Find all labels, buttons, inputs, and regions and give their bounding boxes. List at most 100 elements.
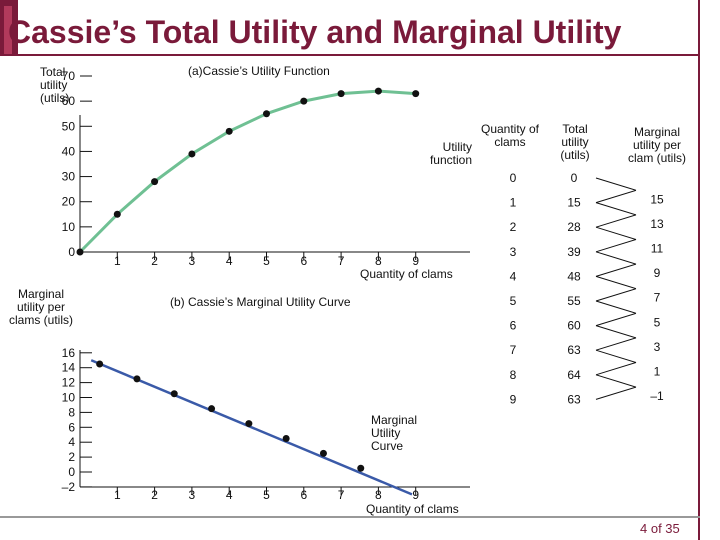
marginal-utility-curve-annotation: Marginal Utility Curve	[371, 413, 418, 453]
chart-b-y-tick-label: 8	[68, 405, 75, 419]
table-marginal-utility-cell: 11	[651, 242, 664, 256]
marginal-utility-line	[90, 359, 413, 496]
right-border	[698, 0, 700, 540]
table-total-utility-cell: 39	[567, 245, 581, 259]
utility-point	[374, 87, 382, 95]
chart-a-x-tick-label: 7	[338, 254, 345, 268]
table-quantity-cell: 1	[510, 196, 517, 210]
table-connector-line	[595, 349, 637, 363]
table-marginal-utility-cell: 3	[654, 340, 661, 354]
table-quantity-cell: 8	[510, 368, 517, 382]
marginal-utility-curve-title: (b) Cassie’s Marginal Utility Curve	[170, 295, 351, 309]
chart-a-y-tick-label: 20	[62, 195, 76, 209]
table-marginal-utility-cell: –1	[650, 389, 664, 403]
table-header-marginal-utility: Marginal utility per clam (utils)	[627, 125, 686, 165]
table-marginal-utility-cell: 13	[650, 217, 664, 231]
table-total-utility-cell: 15	[567, 196, 581, 210]
chart-a-y-tick-label: 60	[62, 94, 76, 108]
table-connector-line	[595, 325, 637, 339]
marginal-utility-point	[170, 390, 178, 398]
table-marginal-utility-cell: 5	[654, 315, 661, 329]
chart-a-y-tick-label: 10	[62, 220, 76, 234]
table-quantity-cell: 9	[510, 392, 517, 406]
utility-point	[113, 210, 121, 218]
chart-b-y-tick-label: 14	[62, 361, 76, 375]
chart-b-y-tick-label: 2	[68, 450, 75, 464]
chart-a-y-tick-label: 50	[62, 119, 76, 133]
total-utility-axis-label: Total utility (utils)	[40, 65, 70, 105]
table-connector-line	[595, 288, 637, 302]
chart-b-x-tick-label: 5	[263, 488, 270, 502]
chart-b-y-tick-label: 10	[62, 391, 76, 405]
chart-b-y-tick-label: –2	[62, 480, 76, 494]
utility-point	[337, 90, 345, 98]
chart-a-x-tick-label: 1	[114, 254, 121, 268]
table-connector-line	[595, 202, 637, 216]
chart-a-y-tick-label: 0	[68, 245, 75, 259]
title-divider	[0, 54, 700, 56]
table-connector-line	[595, 251, 637, 265]
table-header-total-utility: Total utility (utils)	[560, 122, 590, 162]
table-total-utility-cell: 28	[567, 220, 581, 234]
table-connector-line	[595, 239, 637, 253]
utility-point	[300, 97, 308, 105]
table-connector-line	[595, 263, 637, 277]
marginal-utility-point	[96, 360, 104, 368]
table-connector-line	[595, 374, 637, 388]
chart-b-x-tick-label: 2	[151, 488, 158, 502]
utility-point	[76, 248, 84, 256]
chart-b-x-tick-label: 3	[189, 488, 196, 502]
chart-a-x-axis-label: Quantity of clams	[360, 267, 453, 281]
chart-b-x-tick-label: 9	[412, 488, 419, 502]
utility-point	[225, 127, 233, 135]
page-number: 4 of 35	[640, 521, 680, 536]
chart-b-y-tick-label: 6	[68, 420, 75, 434]
chart-a-y-tick-label: 40	[62, 144, 76, 158]
table-total-utility-cell: 55	[567, 294, 581, 308]
chart-b-x-tick-label: 4	[226, 488, 233, 502]
table-connector-line	[595, 312, 637, 327]
chart-b-x-tick-label: 8	[375, 488, 382, 502]
utility-point	[188, 150, 196, 158]
marginal-utility-point	[133, 375, 141, 383]
table-connector-line	[595, 386, 637, 400]
chart-b-y-tick-label: 12	[62, 376, 76, 390]
utility-function-title: (a)Cassie’s Utility Function	[188, 64, 330, 78]
marginal-utility-point	[319, 449, 327, 457]
marginal-utility-point	[282, 434, 290, 442]
table-marginal-utility-cell: 9	[654, 266, 661, 280]
table-quantity-cell: 0	[510, 171, 517, 185]
table-quantity-cell: 3	[510, 245, 517, 259]
chart-a-x-tick-label: 4	[226, 254, 233, 268]
chart-b-x-tick-label: 7	[338, 488, 345, 502]
table-quantity-cell: 6	[510, 319, 517, 333]
bottom-divider	[0, 516, 700, 518]
table-total-utility-cell: 63	[567, 343, 581, 357]
chart-b-y-tick-label: 4	[68, 435, 75, 449]
table-total-utility-cell: 48	[567, 269, 581, 283]
table-quantity-cell: 5	[510, 294, 517, 308]
table-marginal-utility-cell: 7	[654, 291, 661, 305]
chart-a-x-tick-label: 2	[151, 254, 158, 268]
chart-a-x-tick-label: 5	[263, 254, 270, 268]
utility-point	[412, 90, 420, 98]
utility-function-annotation: Utility function	[429, 140, 472, 167]
table-connector-line	[595, 362, 637, 376]
marginal-utility-axis-label: Marginal utility per clams (utils)	[8, 287, 73, 327]
table-total-utility-cell: 0	[571, 171, 578, 185]
table-connector-line	[595, 226, 637, 240]
chart-b-x-tick-label: 6	[300, 488, 307, 502]
table-total-utility-cell: 63	[567, 392, 581, 406]
table-marginal-utility-cell: 1	[654, 365, 661, 379]
utility-function-line	[78, 89, 416, 254]
table-connector-line	[595, 275, 637, 290]
chart-b-x-tick-label: 1	[114, 488, 121, 502]
chart-a-x-tick-label: 6	[300, 254, 307, 268]
table-total-utility-cell: 60	[567, 319, 581, 333]
table-connector-line	[595, 177, 637, 191]
chart-a-y-tick-label: 70	[62, 69, 76, 83]
title-accent-bar	[0, 0, 18, 54]
chart-a-x-tick-label: 8	[375, 254, 382, 268]
